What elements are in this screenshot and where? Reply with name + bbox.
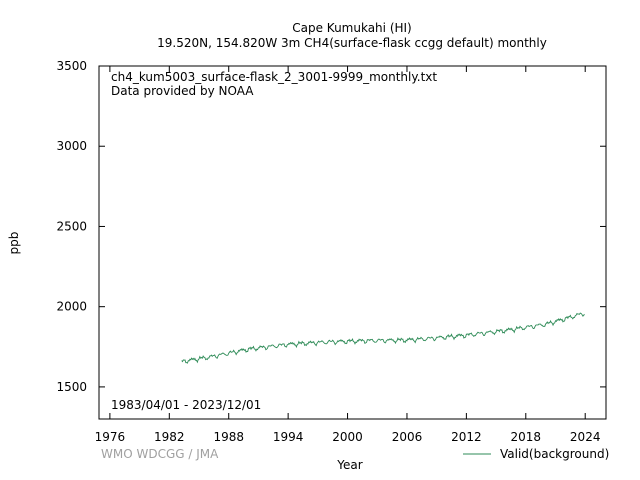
chart-subtitle: 19.520N, 154.820W 3m CH4(surface-flask c… (157, 36, 547, 50)
y-tick-label: 1500 (56, 380, 87, 394)
x-tick-label: 2000 (332, 430, 363, 444)
date-range-label: 1983/04/01 - 2023/12/01 (111, 398, 261, 412)
x-tick-label: 1982 (154, 430, 185, 444)
file-name-label: ch4_kum5003_surface-flask_2_3001-9999_mo… (111, 70, 437, 84)
series-layer (181, 312, 585, 364)
y-tick-label: 2500 (56, 219, 87, 233)
data-provider-label: Data provided by NOAA (111, 84, 254, 98)
y-tick-label: 2000 (56, 300, 87, 314)
plot-area (98, 65, 607, 420)
x-tick-label: 2018 (511, 430, 542, 444)
x-axis: 1976 1982 1988 1994 2000 2006 2012 2018 2024 (95, 66, 601, 444)
x-tick-label: 2006 (392, 430, 423, 444)
x-tick-label: 2012 (451, 430, 482, 444)
credit-label: WMO WDCGG / JMA (101, 447, 219, 461)
x-axis-title: Year (336, 458, 362, 472)
x-tick-label: 1988 (213, 430, 244, 444)
x-tick-label: 1976 (95, 430, 126, 444)
y-tick-label: 3500 (56, 59, 87, 73)
series-line (181, 312, 585, 364)
x-tick-label: 2024 (570, 430, 601, 444)
y-axis-title: ppb (7, 232, 21, 255)
chart-title: Cape Kumukahi (HI) (292, 21, 412, 35)
x-tick-label: 1994 (273, 430, 304, 444)
y-axis: 1500 2000 2500 3000 3500 (56, 59, 606, 394)
y-tick-label: 3000 (56, 139, 87, 153)
legend-label: Valid(background) (500, 447, 609, 461)
